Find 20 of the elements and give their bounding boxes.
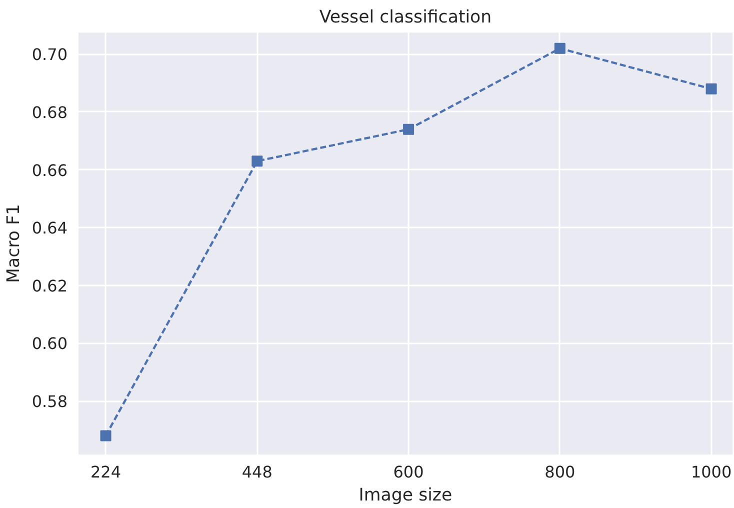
y-tick-label: 0.58: [32, 392, 68, 412]
y-tick-label: 0.62: [32, 276, 68, 296]
point: [100, 430, 112, 442]
y-tick-label: 0.68: [32, 102, 68, 122]
y-axis-title: Macro F1: [4, 204, 24, 283]
y-tick-label: 0.66: [32, 160, 68, 180]
point: [403, 124, 414, 135]
chart-title: Vessel classification: [319, 8, 492, 28]
y-tick-label: 0.60: [32, 334, 68, 354]
x-tick-label: 1000: [690, 462, 732, 482]
point: [554, 42, 566, 54]
point: [706, 83, 717, 94]
y-tick-label: 0.70: [32, 45, 68, 64]
x-tick-label: 224: [90, 462, 122, 482]
point: [252, 156, 263, 167]
y-tick-label: 0.64: [32, 218, 68, 238]
x-tick-label: 448: [242, 462, 272, 482]
x-axis-title: Image size: [358, 486, 452, 506]
x-tick-label: 600: [393, 462, 424, 482]
x-tick-label: 800: [544, 462, 576, 482]
